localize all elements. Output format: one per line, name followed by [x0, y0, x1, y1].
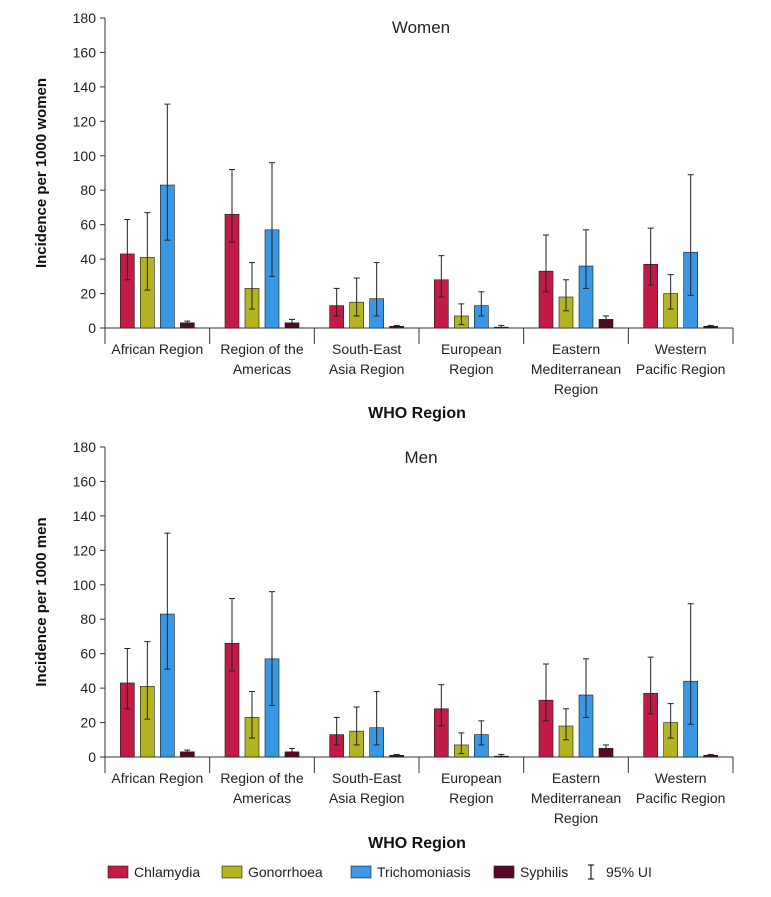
- y-tick-label: 80: [80, 182, 96, 198]
- x-tick-label: European Region: [441, 341, 502, 377]
- y-tick-label: 0: [88, 749, 96, 765]
- legend-swatch: [350, 865, 372, 879]
- x-tick-label: South-East Asia Region: [329, 770, 405, 806]
- y-tick-label: 80: [80, 611, 96, 627]
- legend-item-chlamydia: Chlamydia: [107, 864, 200, 880]
- x-tick-label: South-East Asia Region: [329, 341, 405, 377]
- y-tick-label: 20: [80, 286, 96, 302]
- y-axis-label: Incidence per 1000 women: [33, 78, 50, 268]
- y-tick-label: 0: [88, 320, 96, 336]
- y-tick-label: 100: [73, 577, 97, 593]
- y-tick-label: 40: [80, 680, 96, 696]
- legend-swatch: [221, 865, 243, 879]
- y-tick-label: 160: [73, 44, 97, 60]
- legend-swatch: [493, 865, 515, 879]
- legend-item-ui: 95% UI: [588, 864, 652, 880]
- legend-label: Trichomoniasis: [377, 864, 471, 880]
- x-tick-label: Eastern Mediterranean Region: [531, 770, 621, 826]
- y-tick-label: 180: [73, 10, 97, 26]
- y-tick-label: 180: [73, 439, 97, 455]
- x-axis-label: WHO Region: [368, 405, 466, 422]
- x-tick-label: Eastern Mediterranean Region: [531, 341, 621, 397]
- y-tick-label: 140: [73, 79, 97, 95]
- y-tick-label: 40: [80, 251, 96, 267]
- y-tick-label: 60: [80, 646, 96, 662]
- y-tick-label: 60: [80, 217, 96, 233]
- x-tick-label: Region of the Americas: [220, 341, 303, 377]
- x-axis-label: WHO Region: [368, 835, 466, 852]
- x-tick-label: Region of the Americas: [220, 770, 303, 806]
- x-tick-label: Western Pacific Region: [636, 341, 726, 377]
- chart-men: 0 20 40 60 80 100 120 140 160 180 African Region Re…: [33, 439, 734, 852]
- legend-item-gonorrhoea: Gonorrhoea: [221, 864, 323, 880]
- legend-swatch: [107, 865, 129, 879]
- legend: Chlamydia Gonorrhoea Trichomoniasis Syphili…: [107, 864, 652, 880]
- chart-title: Women: [392, 18, 450, 37]
- y-tick-label: 160: [73, 473, 97, 489]
- legend-label: Syphilis: [520, 864, 568, 880]
- legend-item-syphilis: Syphilis: [493, 864, 568, 880]
- chart-women: 0 20 40 60 80 100 120 140 160 180 African Region Re…: [33, 10, 734, 422]
- legend-label: Gonorrhoea: [248, 864, 323, 880]
- y-tick-label: 140: [73, 508, 97, 524]
- x-tick-label: African Region: [111, 770, 203, 786]
- legend-label: Chlamydia: [134, 864, 200, 880]
- y-tick-label: 100: [73, 148, 97, 164]
- chart-title: Men: [404, 448, 437, 467]
- y-tick-label: 120: [73, 542, 97, 558]
- x-tick-label: European Region: [441, 770, 502, 806]
- legend-label: 95% UI: [606, 864, 652, 880]
- y-tick-label: 20: [80, 715, 96, 731]
- y-tick-label: 120: [73, 113, 97, 129]
- legend-item-trichomoniasis: Trichomoniasis: [350, 864, 471, 880]
- y-axis-label: Incidence per 1000 men: [33, 517, 50, 686]
- x-tick-label: African Region: [111, 341, 203, 357]
- x-tick-label: Western Pacific Region: [636, 770, 726, 806]
